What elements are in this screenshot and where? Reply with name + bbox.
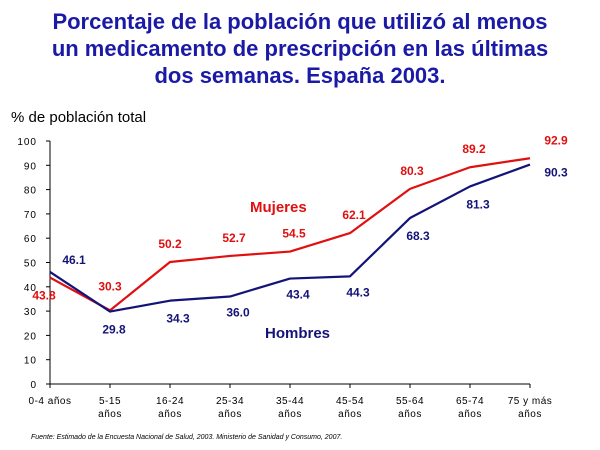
x-tick-label: años [98,409,122,420]
x-tick-label: 45-54 [336,396,364,407]
data-label: 43.8 [32,289,56,303]
x-tick-label: 35-44 [276,396,304,407]
chart-title: Porcentaje de la población que utilizó a… [0,8,600,89]
x-tick-label: años [218,409,242,420]
chart-title-line-3: dos semanas. España 2003. [154,63,446,88]
y-axis-label: % de población total [11,109,147,126]
data-label: 92.9 [544,133,568,147]
series-label-mujeres: Mujeres [250,199,307,216]
y-tick-label: 40 [24,283,37,294]
x-tick-label: años [398,409,422,420]
series-label-hombres: Hombres [265,325,330,342]
x-tick-label: 25-34 [216,396,244,407]
y-tick-label: 70 [24,210,37,221]
data-label: 62.1 [342,208,366,222]
data-label: 52.7 [222,231,246,245]
data-label: 50.2 [158,237,182,251]
data-label: 81.3 [466,197,490,211]
data-label: 80.3 [400,164,424,178]
x-tick-label: años [518,409,542,420]
y-tick-label: 30 [24,307,37,318]
x-tick-label: años [278,409,302,420]
y-tick-label: 90 [24,161,37,172]
data-label: 90.3 [544,166,568,180]
data-label: 36.0 [226,306,250,320]
x-tick-label: años [338,409,362,420]
x-tick-label: 16-24 [156,396,184,407]
data-label: 89.2 [462,142,486,156]
x-tick-label: 0-4 años [29,396,72,407]
data-label: 30.3 [98,279,122,293]
x-tick-label: años [458,409,482,420]
y-tick-label: 10 [24,356,37,367]
y-tick-label: 100 [17,137,37,148]
source-note: Fuente: Estimado de la Encuesta Nacional… [31,434,343,441]
data-label: 43.4 [286,288,310,302]
data-label: 29.8 [102,323,126,337]
chart-title-line-1: Porcentaje de la población que utilizó a… [52,9,548,34]
y-tick-label: 0 [30,380,37,391]
data-label: 54.5 [282,227,306,241]
data-label: 46.1 [62,253,86,267]
x-tick-label: 75 y más [508,396,553,407]
x-tick-label: 5-15 [99,396,121,407]
series-line-hombres [49,163,531,313]
x-tick-label: 55-64 [396,396,424,407]
y-tick-label: 80 [24,186,37,197]
series-line-mujeres [49,157,531,312]
x-tick-label: años [158,409,182,420]
chart-title-line-2: un medicamento de prescripción en las úl… [51,36,549,61]
y-tick-label: 50 [24,259,37,270]
y-tick-label: 20 [24,331,37,342]
x-tick-label: 65-74 [456,396,484,407]
data-label: 34.3 [166,312,190,326]
y-tick-label: 60 [24,234,37,245]
data-label: 44.3 [346,285,370,299]
data-label: 68.3 [406,229,430,243]
